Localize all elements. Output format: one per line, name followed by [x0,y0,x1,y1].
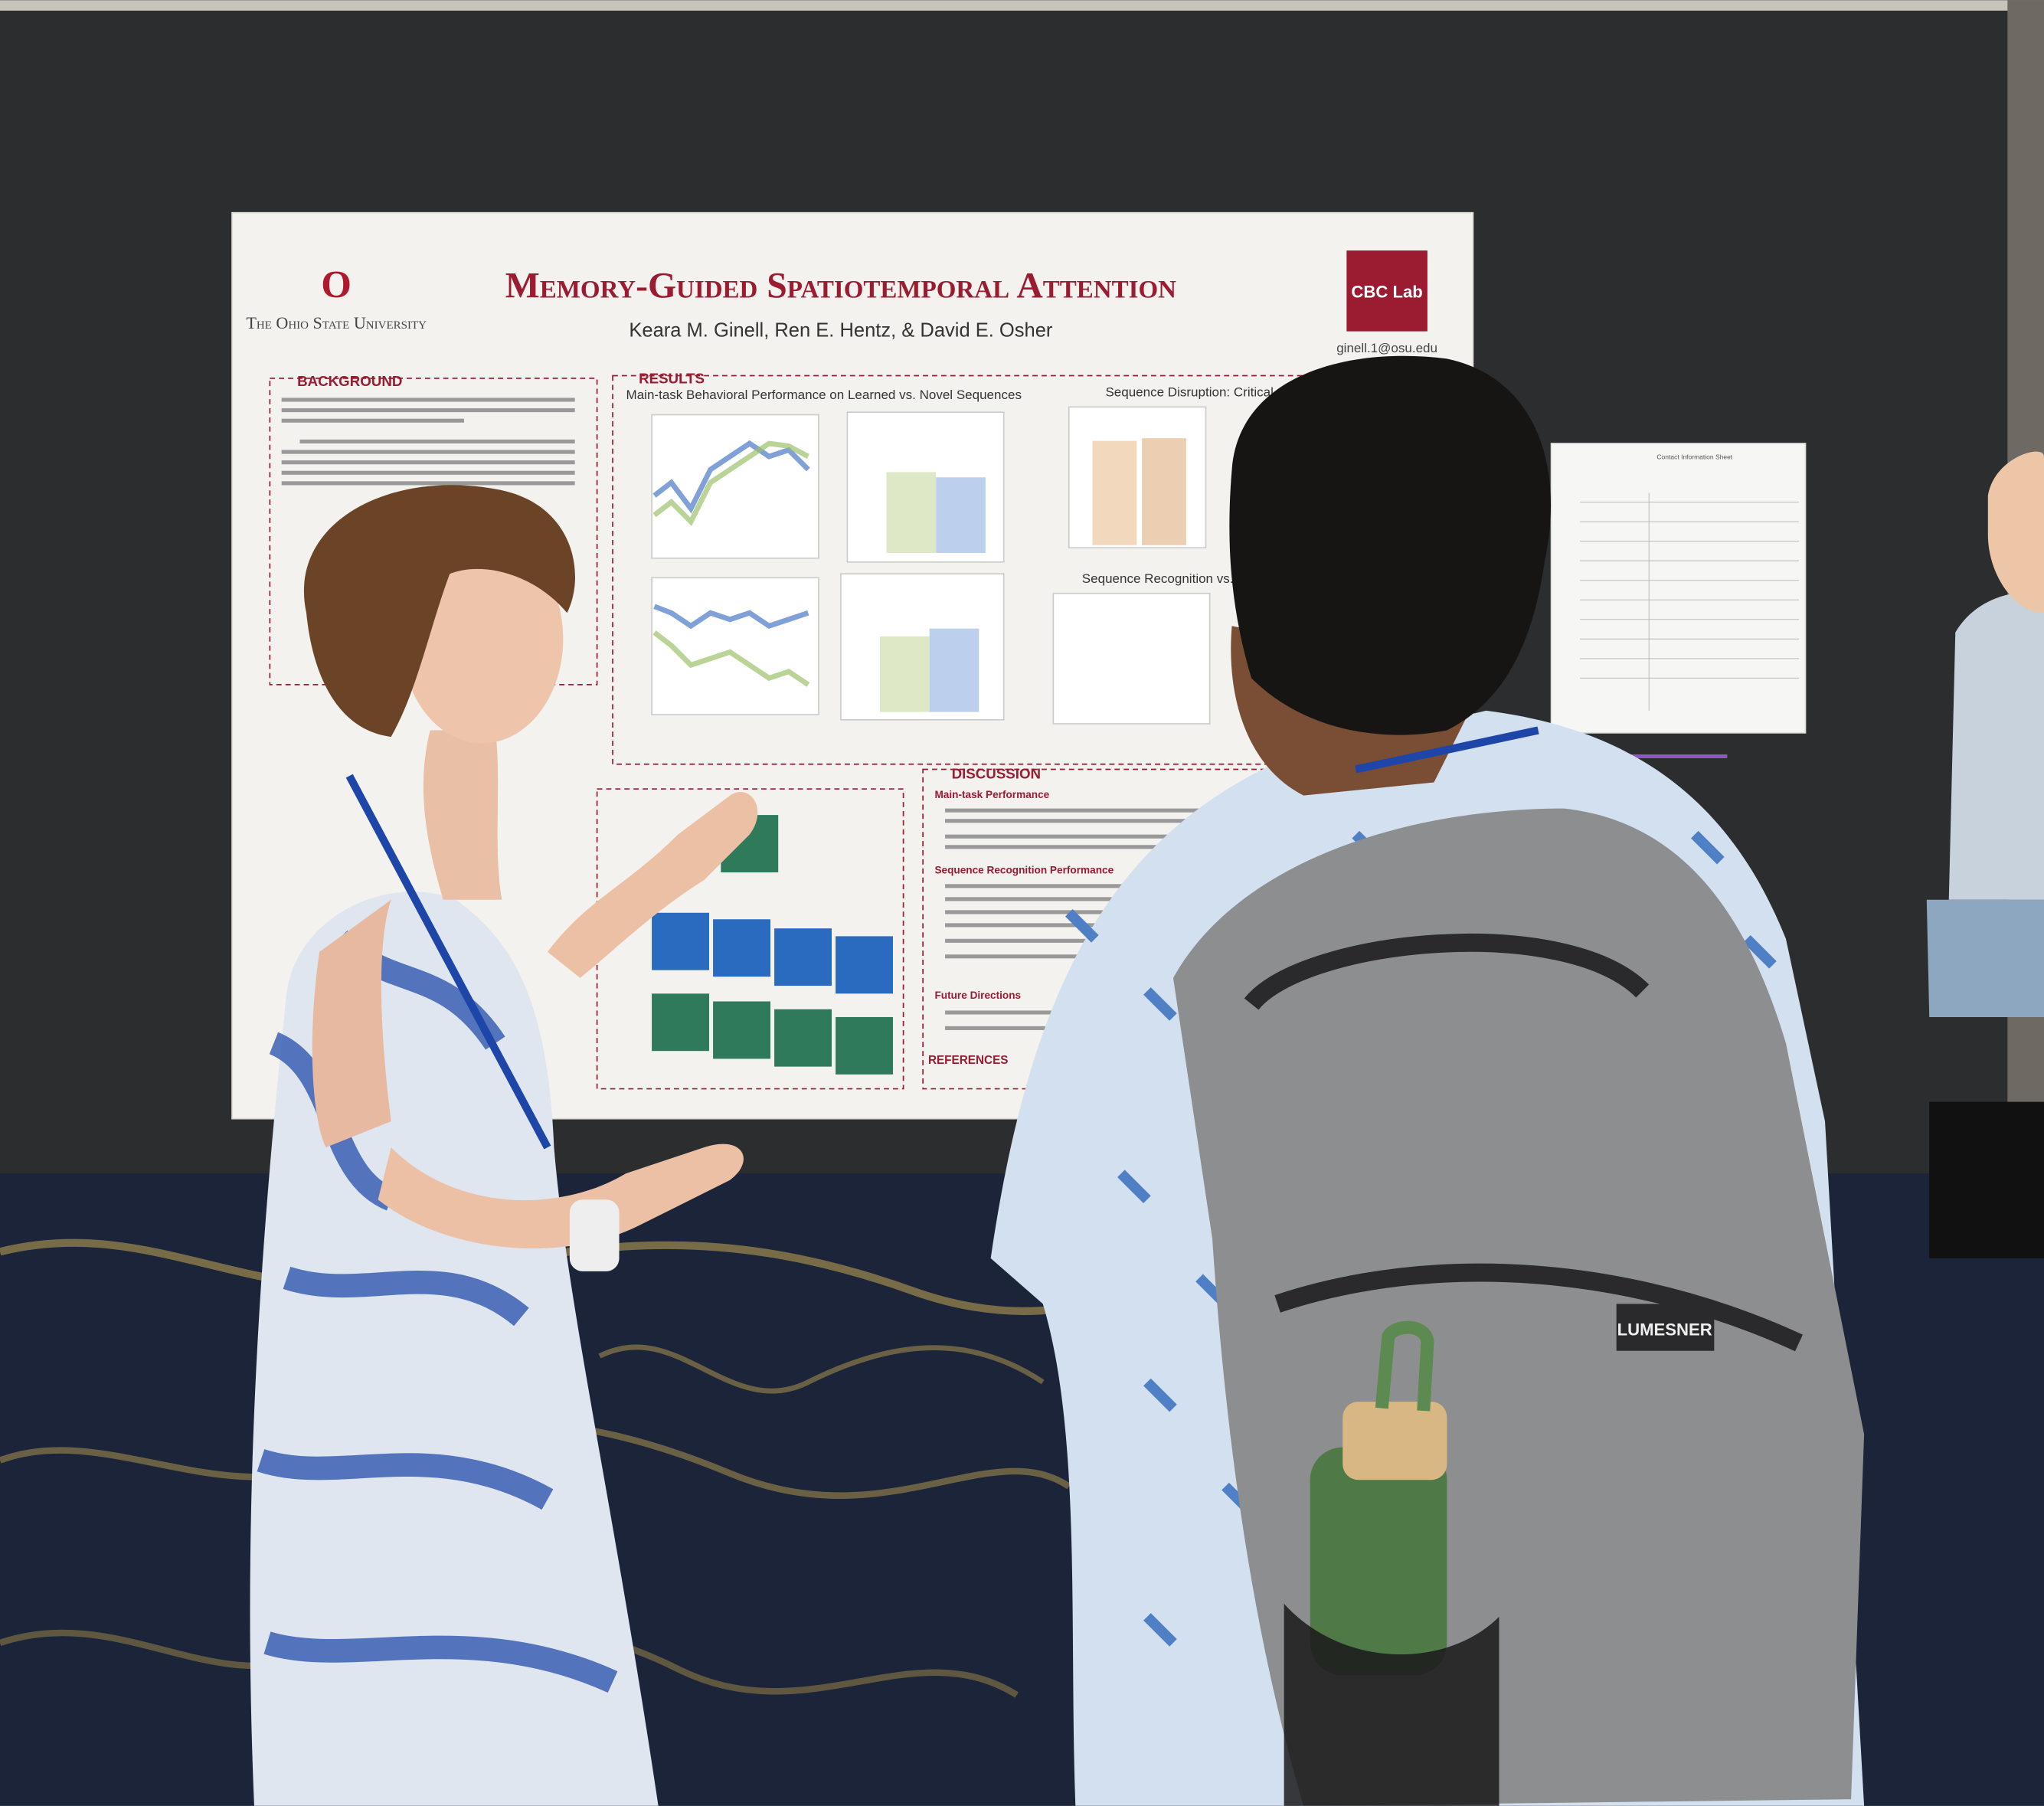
subheading: Future Directions [934,990,1021,1001]
lab-name: CBC Lab [1351,282,1422,301]
body-text-shape [299,439,575,443]
body-text-shape [945,897,1245,901]
background-shape [598,1344,1045,1394]
body-text-shape [281,398,575,402]
visitor-shape [1342,1402,1447,1480]
presenter-shape [378,1143,744,1248]
trial-diagram-shape [652,993,709,1052]
subheading: Main-task Performance [934,789,1049,800]
email: ginell.1@osu.edu [1336,341,1437,355]
authors: Keara M. Ginell, Ren E. Hentz, & David E… [629,319,1053,341]
plot-shape [652,440,809,526]
bystander-shape [1987,451,2044,613]
plot-shape [1092,440,1137,545]
plot [651,406,1211,725]
presenter-shape [423,730,502,900]
plot-shape [1052,592,1211,725]
presenter-shape [547,792,758,978]
visitor-shape [1355,726,1539,774]
plot-shape [936,477,986,553]
contact-sheet-shape [1550,443,1807,734]
trial-diagram-shape [713,919,770,977]
poster-title: Memory-Guided Spatiotemporal Attention [505,266,1176,306]
backpack-brand: LUMESNER [1617,1320,1712,1339]
trial-diagram-shape [713,1001,770,1059]
university: The Ohio State University [246,313,427,332]
body-text-shape [281,460,575,465]
trial-diagram-shape [652,912,709,970]
body-text-shape [281,481,575,486]
visitor: LUMESNER [990,355,1865,1806]
section-heading: REFERENCES [928,1054,1009,1067]
visitor-shape [1229,355,1552,735]
body-text-shape [281,470,575,475]
visitor-shape [1616,1304,1715,1351]
plot-shape [651,577,819,715]
trial-diagram-shape [836,1016,893,1075]
section-heading: DISCUSSION [952,765,1042,781]
body-text [281,398,575,486]
trial-diagram-shape [774,1009,832,1067]
bystander-shape [1929,1101,2044,1258]
presenter [250,485,758,1806]
presenter-shape [569,1199,620,1271]
trial-diagram-shape [836,936,893,994]
plot-shape [651,414,819,559]
body-text-shape [281,408,575,413]
presenter-shape [312,899,391,1148]
body-text-shape [945,884,1245,888]
body-text-shape [945,808,1245,813]
figure-title: Sequence Recognition vs. Ma [1082,571,1256,586]
body-text-shape [281,418,464,423]
plot-shape [886,472,937,553]
bystander-shape [1926,899,2044,1017]
presenter-shape [345,774,551,1150]
plot-shape [652,440,810,514]
body-text-shape [945,845,1245,849]
visitor-shape [1244,934,1803,1352]
section-heading: BACKGROUND [297,373,402,389]
visitor-shape [1284,1603,1499,1806]
bystander [1926,451,2044,1258]
trial-diagram-shape [774,928,832,986]
section-heading: RESULTS [639,371,705,387]
body-text-shape [945,819,1245,823]
plot-shape [653,604,809,630]
presenter-shape [303,485,575,737]
sheet-title: Contact Information Sheet [1656,453,1732,460]
body-text-shape [945,834,1245,839]
visitor-shape [1310,1447,1447,1676]
plot-shape [652,630,810,687]
visitor-shape [1375,1320,1434,1412]
plot-shape [1142,438,1186,545]
contact-sheet-shape [1580,492,1799,711]
body-text-shape [281,450,575,454]
figure-title: Sequence Disruption: Critical vs [1105,385,1290,400]
bystander-shape [1948,592,2044,900]
subheading: Sequence Recognition Performance [934,865,1114,876]
contact-sheet: Contact Information Sheet [1550,443,1807,759]
plot-shape [879,636,930,712]
body-text-shape [945,910,1245,914]
poster-shape: O [321,263,352,306]
figure-title: Main-task Behavioral Performance on Lear… [626,388,1022,402]
plot-shape [929,628,979,712]
lab-logo [1346,250,1428,332]
